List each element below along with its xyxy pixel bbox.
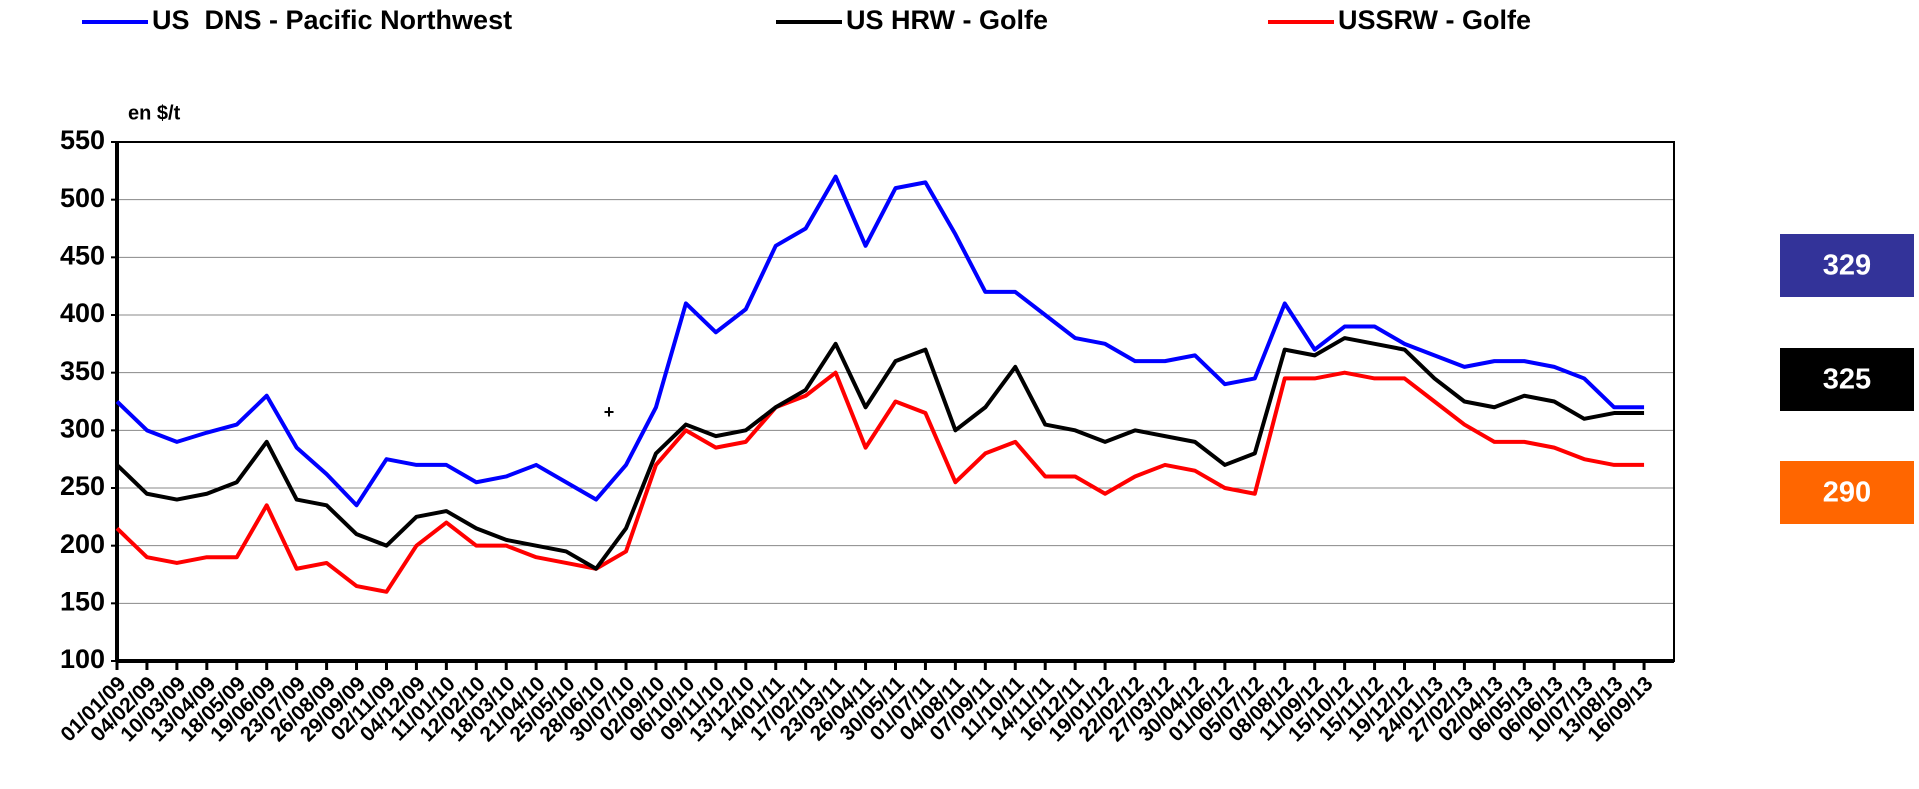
y-axis-label: en $/t (128, 102, 181, 124)
y-tick-label: 400 (60, 298, 105, 328)
series-line (115, 174, 1645, 508)
y-tick-label: 200 (60, 529, 105, 559)
legend-label: USSRW - Golfe (1338, 5, 1531, 35)
y-tick-label: 500 (60, 183, 105, 213)
legend-label: US DNS - Pacific Northwest (152, 5, 512, 35)
y-tick-label: 450 (60, 240, 105, 270)
end-value-label: 325 (1823, 364, 1871, 396)
end-value-label: 290 (1823, 477, 1871, 509)
y-tick-label: 300 (60, 413, 105, 443)
end-value-box (1780, 461, 1914, 524)
y-tick-label: 100 (60, 644, 105, 674)
y-tick-label: 150 (60, 586, 105, 616)
end-value-box (1780, 234, 1914, 297)
y-tick-label: 550 (60, 125, 105, 155)
y-tick-label: 250 (60, 471, 105, 501)
y-tick-label: 350 (60, 356, 105, 386)
end-value-box (1780, 348, 1914, 411)
series-line (115, 336, 1645, 571)
end-value-label: 329 (1823, 250, 1871, 282)
legend-label: US HRW - Golfe (846, 5, 1048, 35)
annotation: + (604, 402, 615, 422)
series-line (115, 370, 1645, 594)
